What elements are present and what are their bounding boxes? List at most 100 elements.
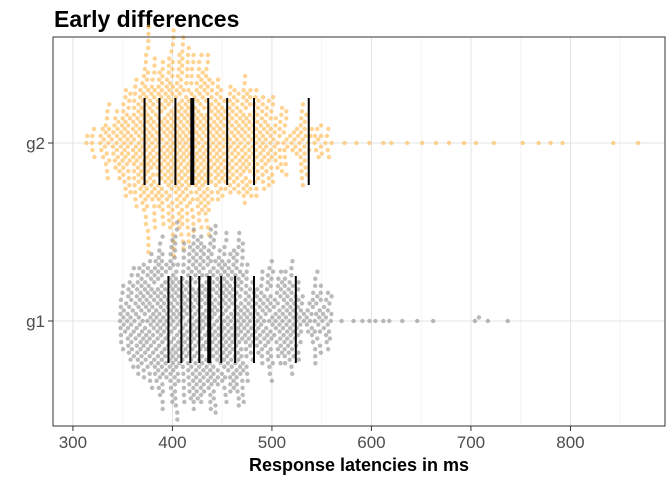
data-point-g1 [200, 325, 206, 331]
data-point-g1 [240, 336, 245, 341]
data-point-g2 [179, 105, 184, 111]
data-point-g2 [152, 70, 157, 75]
data-point-g2 [176, 66, 182, 72]
data-point-g1 [133, 336, 138, 341]
data-point-g2 [131, 168, 137, 174]
data-point-g2 [160, 214, 165, 220]
data-point-g2 [168, 151, 173, 156]
data-point-g2 [120, 158, 125, 163]
data-point-g1 [175, 417, 180, 422]
data-point-g1 [241, 368, 246, 373]
data-point-g2 [198, 154, 203, 160]
data-point-g1 [318, 350, 324, 355]
data-point-g1 [151, 318, 156, 324]
data-point-g1 [170, 273, 176, 278]
data-point-g2 [160, 200, 165, 206]
data-point-g2 [186, 239, 191, 244]
data-point-g1 [203, 332, 208, 338]
data-point-g1 [157, 318, 163, 324]
data-point-g2 [268, 140, 273, 146]
x-tick-label: 500 [258, 433, 286, 452]
data-point-g1 [238, 308, 244, 313]
data-point-g2 [263, 137, 269, 142]
data-point-g1 [231, 262, 236, 267]
data-point-g2 [182, 116, 187, 121]
data-point-g1 [267, 364, 272, 369]
data-point-g2 [284, 109, 289, 114]
data-point-g2 [121, 165, 126, 170]
data-point-g1 [197, 371, 202, 376]
data-point-g2 [247, 154, 252, 160]
data-point-g2 [230, 172, 236, 177]
data-point-g2 [220, 176, 225, 181]
data-point-g1 [243, 290, 248, 296]
data-point-g2 [216, 102, 222, 107]
data-point-g1 [288, 325, 293, 331]
decile-markers [143, 98, 310, 363]
data-point-g2 [246, 147, 252, 153]
data-point-g2 [268, 165, 274, 170]
data-point-g1 [270, 269, 276, 274]
data-point-g2 [247, 126, 252, 132]
data-point-g2 [167, 56, 172, 61]
data-point-g2 [202, 80, 207, 86]
data-point-g2 [167, 193, 172, 198]
data-point-g2 [137, 154, 143, 160]
data-point-g2 [186, 183, 192, 188]
data-point-g2 [140, 200, 145, 206]
data-point-g2 [109, 137, 115, 142]
data-point-g1 [326, 329, 332, 334]
data-point-g1 [175, 262, 181, 267]
data-point-g2 [318, 123, 324, 128]
data-point-g2 [186, 168, 191, 174]
data-point-g1 [227, 375, 233, 380]
data-point-g1 [224, 237, 229, 243]
data-point-g2 [205, 91, 210, 96]
data-point-g1 [248, 287, 253, 292]
data-point-g2 [133, 84, 138, 89]
data-point-g2 [227, 168, 232, 174]
data-point-g1 [161, 315, 166, 320]
data-point-g1 [193, 297, 198, 303]
data-point-g2 [201, 105, 207, 111]
data-point-g2 [241, 112, 246, 118]
data-point-g2 [208, 165, 214, 170]
data-point-g1 [230, 339, 235, 345]
data-point-g2 [381, 140, 386, 146]
data-point-g2 [183, 140, 189, 146]
data-point-g1 [228, 251, 233, 257]
data-point-g2 [121, 102, 126, 107]
data-point-g2 [131, 154, 136, 160]
data-point-g1 [323, 332, 329, 338]
data-point-g2 [131, 119, 136, 125]
data-point-g1 [140, 301, 146, 306]
data-point-g2 [120, 116, 125, 121]
data-point-g1 [329, 294, 334, 299]
data-point-g2 [115, 126, 120, 132]
data-point-g2 [260, 179, 266, 184]
data-point-g1 [205, 255, 211, 260]
data-point-g1 [199, 297, 204, 303]
data-point-g1 [281, 332, 286, 338]
data-point-g2 [213, 183, 219, 188]
data-point-g1 [139, 329, 145, 334]
data-point-g1 [191, 227, 197, 232]
data-point-g2 [215, 197, 221, 202]
data-point-g1 [229, 357, 234, 362]
data-point-g1 [159, 266, 165, 271]
data-point-g2 [149, 183, 154, 188]
data-point-g2 [215, 165, 221, 170]
data-point-g1 [151, 311, 156, 317]
data-point-g2 [277, 133, 282, 139]
data-point-g1 [142, 311, 147, 317]
data-point-g1 [268, 294, 273, 299]
data-point-g1 [222, 269, 228, 274]
data-point-g1 [212, 378, 217, 384]
data-point-g1 [181, 392, 187, 398]
data-point-g1 [168, 301, 174, 306]
data-point-g2 [145, 228, 151, 234]
data-point-g1 [400, 318, 405, 324]
data-point-g1 [195, 237, 200, 243]
data-point-g2 [134, 77, 139, 82]
data-point-g2 [302, 126, 307, 132]
